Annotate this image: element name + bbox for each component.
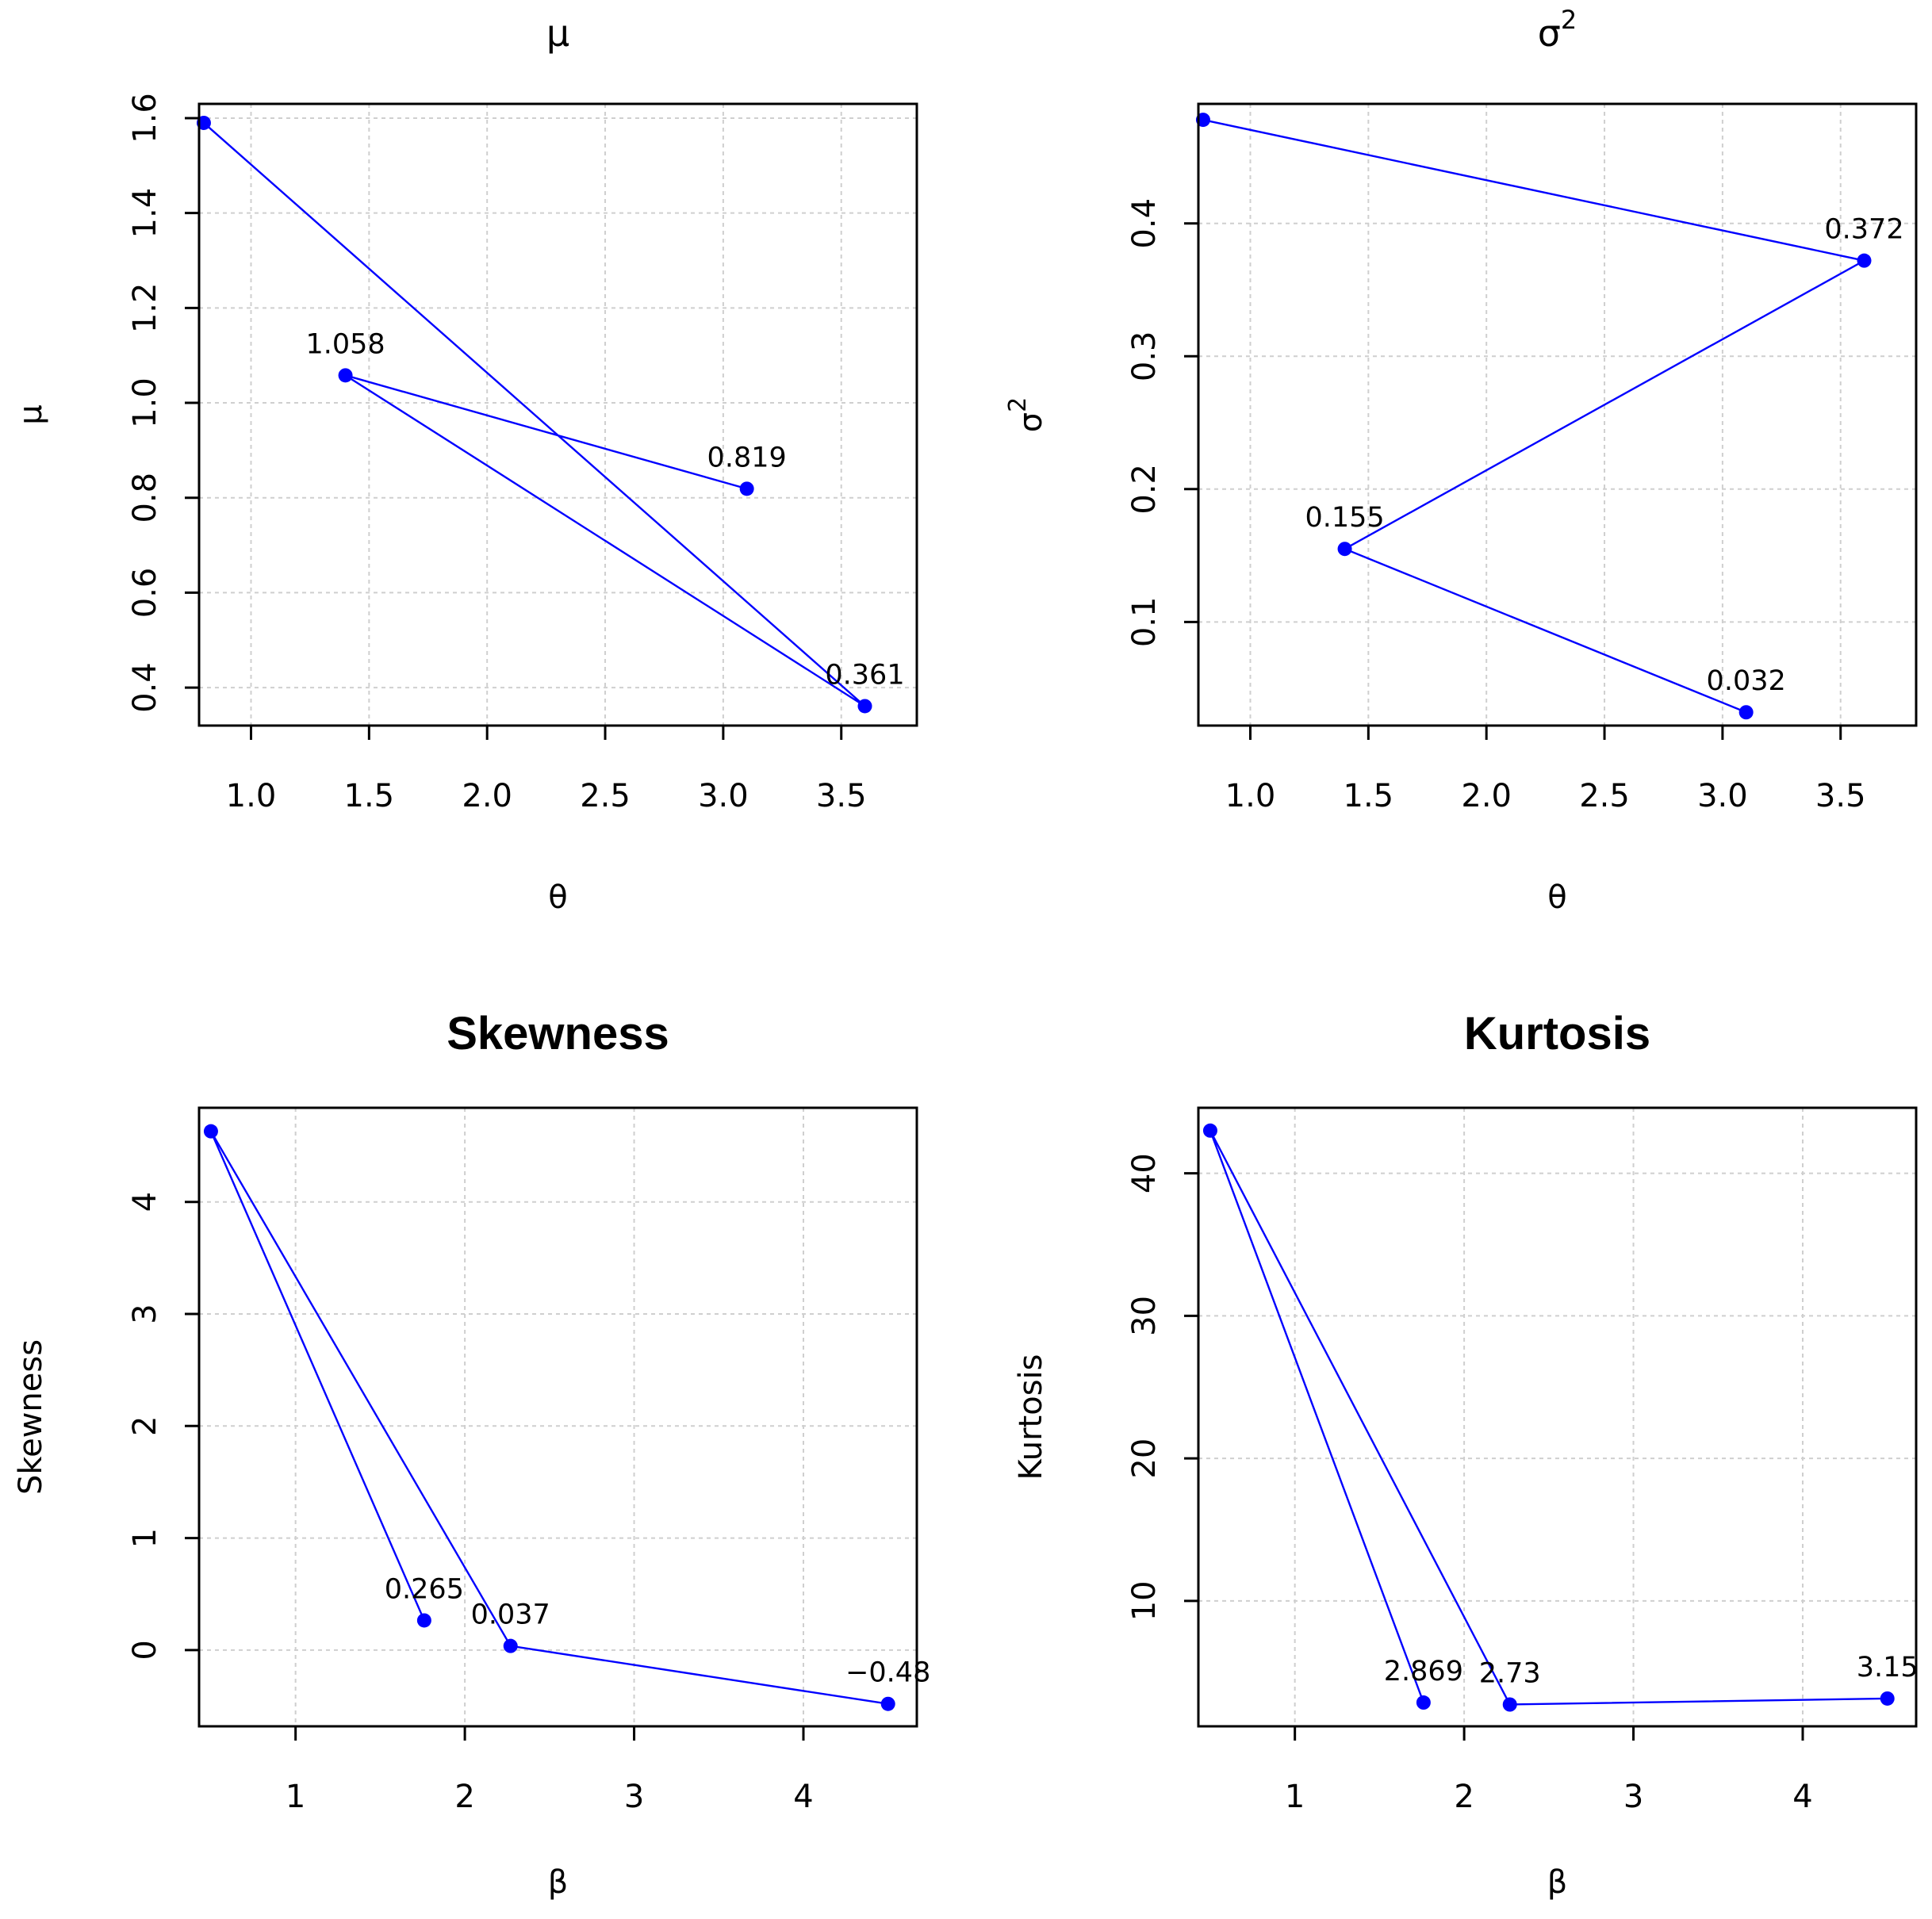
y-axis-label: Kurtosis [1013,1354,1049,1480]
x-tick-label: 2.5 [580,778,631,814]
y-tick-label: 1.2 [127,283,163,334]
y-axis-label: μ [13,404,49,424]
data-label: 0.819 [707,442,787,473]
data-label: 0.372 [1824,214,1903,246]
y-tick-label: 1 [127,1528,163,1548]
chart-panel-1: 0.361 1.058 0.819 1.0 1.5 2.0 2.5 3.0 3.5 0.4 0.6 0… [13,12,918,916]
series-line [209,1131,888,1705]
y-tick-label: 0.3 [1126,331,1163,381]
plot-frame [1197,1106,1918,1728]
y-axis-label: Skewness [13,1339,49,1495]
data-point [857,699,872,714]
series-line [1209,1130,1888,1706]
x-axis-label: θ [548,879,567,916]
y-tick-label: 0.4 [1126,198,1163,249]
chart-title: σ2 [1538,5,1577,55]
x-tick-label: 2.0 [462,778,512,814]
x-tick-label: 2.0 [1461,778,1512,814]
y-tick-label: 30 [1126,1296,1163,1336]
x-tick-label: 3.0 [698,778,749,814]
y-tick-label: 0 [127,1640,163,1660]
series-line [1202,118,1867,714]
y-tick-label: 20 [1126,1438,1163,1479]
data-point [203,1124,218,1139]
x-axis-label: θ [1547,879,1566,916]
x-tick-label: 2 [454,1779,474,1815]
x-tick-label: 3 [624,1779,644,1815]
chart-title: Skewness [447,1008,669,1059]
chart-panel-2: 0.372 0.155 0.032 1.0 1.5 2.0 2.5 3.0 3.5 0.1 0.2 0… [1004,5,1918,916]
plot-frame [1197,102,1918,727]
y-tick-label: 2 [127,1416,163,1436]
x-tick-label: 1 [286,1779,305,1815]
plot-frame [197,1106,918,1728]
data-point [880,1696,895,1711]
data-label: 1.058 [305,328,385,360]
y-tick-label: 0.4 [127,662,163,713]
y-tick-label: 0.1 [1126,597,1163,648]
x-tick-label: 1.5 [344,778,395,814]
plot-frame [197,102,918,727]
y-axis-label: σ2 [1004,397,1049,432]
x-tick-label: 2 [1454,1779,1474,1815]
x-tick-label: 3 [1623,1779,1643,1815]
y-tick-label: 0.2 [1126,464,1163,515]
x-tick-label: 3.0 [1697,778,1748,814]
x-axis-label: β [1547,1864,1568,1901]
y-tick-label: 1.0 [127,377,163,428]
y-tick-label: 10 [1126,1580,1163,1621]
x-tick-label: 1.0 [226,778,277,814]
data-point [503,1638,518,1653]
data-label: 0.361 [825,659,904,691]
data-point [1416,1695,1431,1710]
y-tick-label: 0.6 [127,568,163,619]
data-point [1502,1697,1517,1712]
y-tick-label: 1.6 [127,93,163,144]
y-tick-label: 1.4 [127,188,163,239]
data-label: 0.032 [1707,665,1786,697]
x-tick-label: 1.5 [1344,778,1394,814]
chart-title: Kurtosis [1464,1008,1650,1059]
data-label: 3.15 [1857,1652,1919,1683]
x-axis-label: β [548,1864,569,1901]
data-label: 0.265 [385,1573,464,1605]
data-point [1857,253,1872,268]
data-label: 0.155 [1305,502,1384,534]
data-point [1337,542,1352,557]
data-point [416,1613,431,1628]
data-point [739,481,754,496]
x-tick-label: 1.0 [1225,778,1276,814]
y-tick-label: 3 [127,1304,163,1323]
data-label: 0.037 [471,1599,550,1631]
data-point [1880,1691,1895,1706]
y-tick-label: 4 [127,1192,163,1212]
x-tick-label: 3.5 [816,778,867,814]
series-line [203,122,866,707]
data-point [1738,705,1754,720]
y-tick-label: 0.8 [127,473,163,523]
x-tick-label: 4 [793,1779,813,1815]
chart-panel-4: 2.869 2.73 3.15 1 2 3 4 10 20 30 40 Kurtosis β Kurtos… [1013,1008,1919,1901]
data-label: 2.869 [1384,1656,1463,1687]
y-tick-label: 40 [1126,1153,1163,1193]
x-tick-label: 1 [1285,1779,1305,1815]
data-point [338,368,353,383]
x-tick-label: 4 [1792,1779,1812,1815]
data-label: 2.73 [1479,1658,1541,1690]
chart-title: μ [546,12,569,55]
x-tick-label: 2.5 [1579,778,1630,814]
data-point [1202,1123,1217,1138]
x-tick-label: 3.5 [1815,778,1866,814]
